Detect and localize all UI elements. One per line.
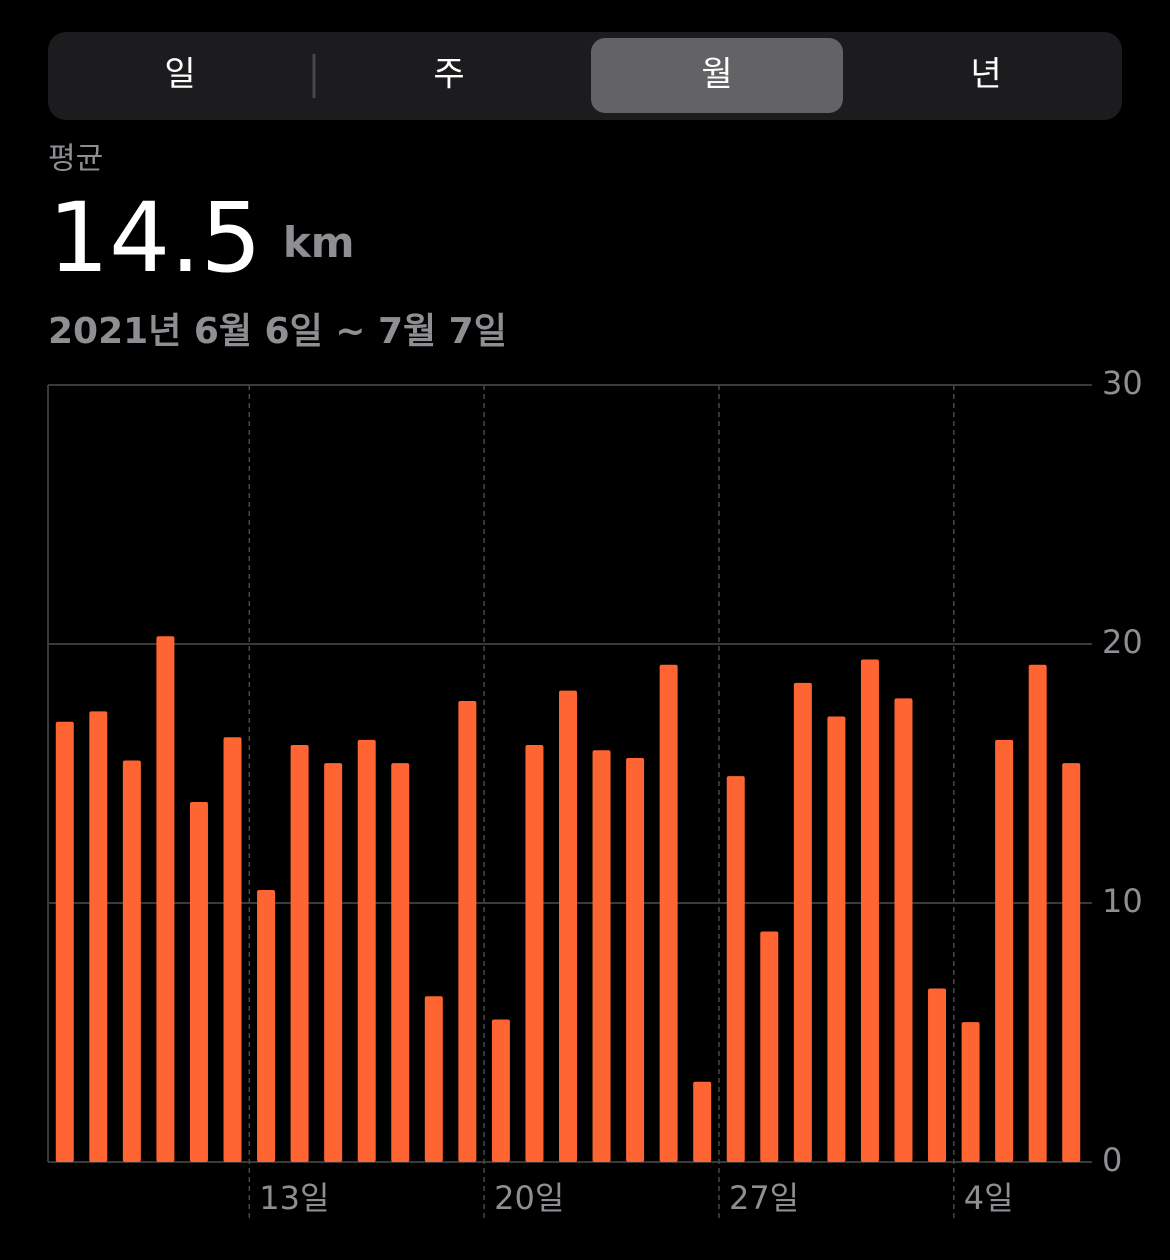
- y-tick-label: 0: [1102, 1141, 1122, 1179]
- bar: [928, 988, 947, 1162]
- y-tick-label: 10: [1102, 882, 1143, 920]
- bar: [122, 760, 141, 1162]
- bar: [1062, 763, 1081, 1162]
- bar: [995, 739, 1014, 1162]
- bar: [424, 996, 443, 1162]
- bar: [827, 716, 846, 1162]
- bar: [458, 700, 477, 1162]
- bar: [659, 664, 678, 1162]
- bar: [525, 745, 544, 1162]
- bar: [894, 698, 913, 1162]
- bar: [860, 659, 879, 1162]
- bar: [357, 739, 376, 1162]
- bar: [391, 763, 410, 1162]
- bar: [189, 801, 208, 1162]
- bar: [760, 931, 779, 1162]
- segment-label[interactable]: 월: [701, 55, 732, 95]
- summary-unit: km: [283, 218, 355, 267]
- segment-label[interactable]: 년: [970, 55, 1001, 95]
- y-tick-label: 20: [1102, 623, 1143, 661]
- summary-value: 14.5: [48, 182, 262, 294]
- bar: [1028, 664, 1047, 1162]
- summary-value-line: 14.5 km: [48, 182, 355, 294]
- bar: [693, 1081, 712, 1162]
- x-tick-label: 13일: [259, 1179, 329, 1217]
- bar: [89, 711, 108, 1162]
- y-tick-label: 30: [1102, 364, 1143, 402]
- segment-selected: [591, 38, 843, 113]
- x-tick-label: 27일: [729, 1179, 799, 1217]
- bar: [156, 636, 175, 1162]
- x-tick-label: 20일: [494, 1179, 564, 1217]
- x-tick-label: 4일: [964, 1179, 1014, 1217]
- bar: [726, 776, 745, 1162]
- bar: [626, 757, 645, 1162]
- bar: [491, 1019, 510, 1162]
- bar: [559, 690, 577, 1162]
- bar: [55, 721, 74, 1162]
- segment-label[interactable]: 일: [164, 55, 195, 95]
- bar: [290, 745, 309, 1162]
- bar: [592, 750, 611, 1162]
- bar: [257, 890, 276, 1162]
- bar: [324, 763, 343, 1162]
- segment-label[interactable]: 주: [433, 55, 464, 95]
- segmented-control: [48, 32, 1122, 120]
- bar: [223, 737, 242, 1162]
- bar: [793, 682, 812, 1162]
- summary-label: 평균: [48, 142, 103, 177]
- date-range: 2021년 6월 6일 ~ 7월 7일: [48, 311, 507, 352]
- bar: [961, 1022, 980, 1162]
